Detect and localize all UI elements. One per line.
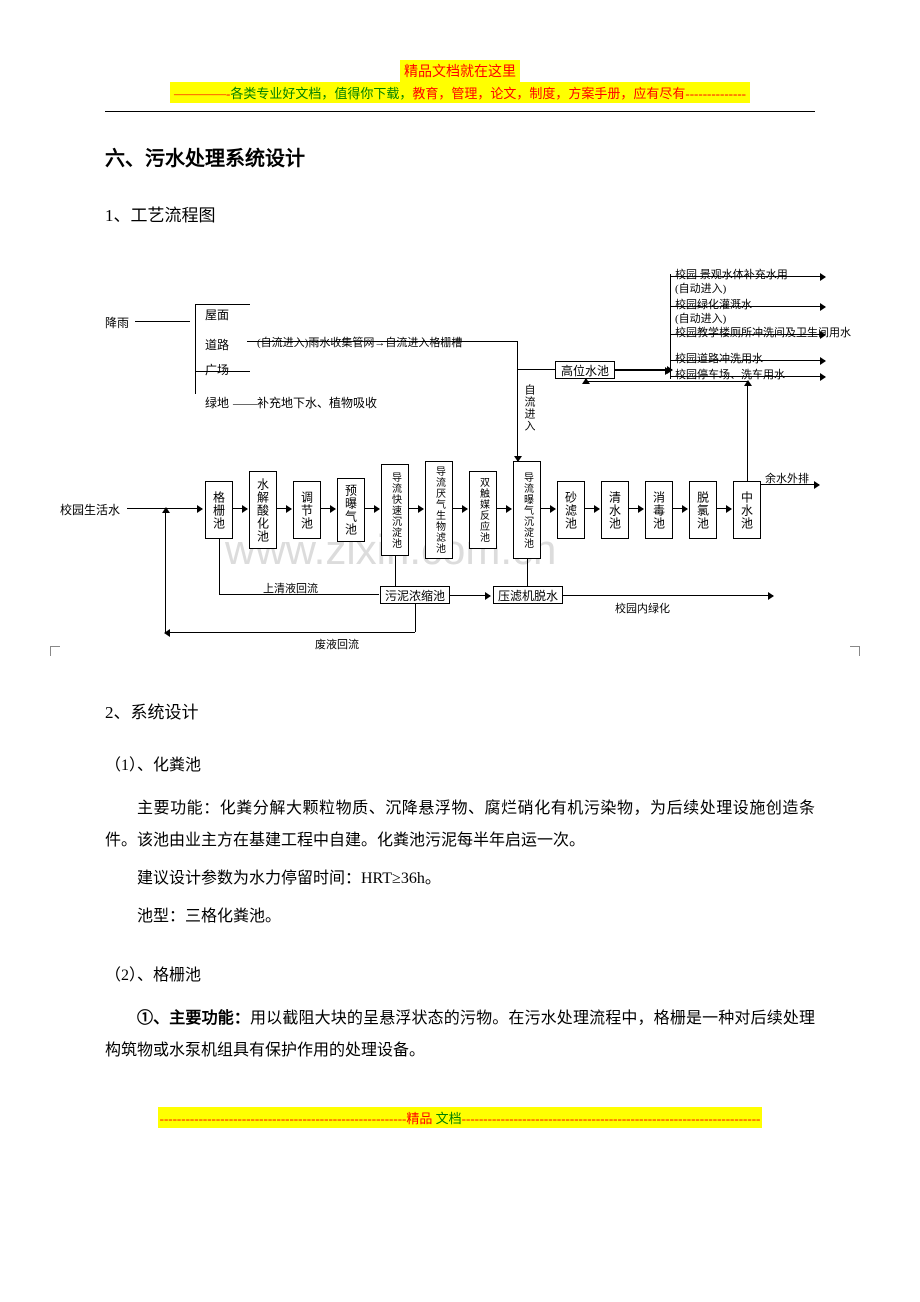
flow-line [670,306,825,307]
label-autoin: 自流进入 [521,384,537,432]
flow-line [673,508,687,509]
flow-line [517,369,518,461]
box-anox: 导流厌气生物滤池 [425,461,453,559]
subsection-2: 2、系统设计 [105,698,815,723]
label-green-note: ——补充地下水、植物吸收 [233,394,377,411]
box-decl: 脱氯池 [689,481,717,539]
header-line2: ————-各类专业好文档，值得你下载，教育，管理，论文，制度，方案手册，应有尽有… [170,82,750,103]
flow-line [517,341,518,369]
flow-line [277,508,291,509]
flow-line [615,370,670,371]
box-press: 压滤机脱水 [493,586,563,604]
flow-line [415,604,416,632]
flow-line [670,376,825,377]
header-line1: 精品文档就在这里 [400,60,520,82]
label-green: 绿地 [205,394,229,411]
process-flowchart: www.zixin.com.cn 降雨 屋面 道路 广场 绿地 ——补充地下水、… [105,266,825,676]
flow-line [541,508,555,509]
box-hydro: 水解酸化池 [249,471,277,549]
para-4-label: ①、主要功能： [137,1010,250,1027]
flow-line [233,508,247,509]
flow-line [585,381,747,382]
flow-line [165,632,415,633]
box-mid: 中水池 [733,481,761,539]
box-grid: 格栅池 [205,481,233,539]
flow-line [219,539,220,594]
flow-line [670,276,825,277]
label-rain: 降雨 [105,314,129,331]
label-campus-green: 校园内绿化 [615,600,670,616]
flow-line [409,508,423,509]
subsection-1: 1、工艺流程图 [105,201,815,226]
para-2: 建议设计参数为水力停留时间：HRT≥36h。 [105,863,815,895]
flow-line [670,274,671,379]
label-road: 道路 [205,336,229,353]
flow-line [450,595,490,596]
flow-line [195,371,250,372]
box-adj: 调节池 [293,481,321,539]
para-3: 池型：三格化粪池。 [105,901,815,933]
flow-line [365,508,379,509]
flow-line [629,508,643,509]
para-4: ①、主要功能：用以截阻大块的呈悬浮状态的污物。在污水处理流程中，格栅是一种对后续… [105,1003,815,1067]
crop-mark [850,646,860,656]
flow-line [717,508,731,509]
header-rule [105,111,815,112]
box-sand: 砂滤池 [557,481,585,539]
label-rainpipe: (自流进入)雨水收集管网→自流进入格栅槽 [257,334,462,350]
label-out1b: (自动进入) [675,280,726,296]
flow-line [670,360,825,361]
box-disinf: 消毒池 [645,481,673,539]
flow-line [670,334,825,335]
flow-line [453,508,467,509]
crop-mark [50,646,60,656]
doc-header: 精品文档就在这里 ————-各类专业好文档，值得你下载，教育，管理，论文，制度，… [105,60,815,103]
doc-footer: ----------------------------------------… [105,1107,815,1128]
box-fast: 导流快速沉淀池 [381,464,409,556]
flow-line [747,381,748,481]
box-clear: 清水池 [601,481,629,539]
box-highwater: 高位水池 [555,361,615,379]
section-title: 六、污水处理系统设计 [105,142,815,171]
label-waste-return: 废液回流 [315,636,359,652]
label-out-extra: 余水外排 [765,470,809,486]
flow-line [497,508,511,509]
flow-line [527,559,528,586]
label-sludge-return: 上清液回流 [263,580,318,596]
label-roof: 屋面 [205,306,229,323]
box-contact: 双触媒反应池 [469,471,497,549]
flow-line [247,341,517,342]
box-sludge-conc: 污泥浓缩池 [380,586,450,604]
footer-line: ----------------------------------------… [158,1107,763,1128]
flow-line [165,508,166,632]
flow-line [585,508,599,509]
subsection-3b: （2）、格栅池 [105,961,815,985]
flow-line [585,379,586,381]
label-campus-in: 校园生活水 [60,501,120,518]
box-airsed: 导流曝气沉淀池 [513,461,541,559]
label-out4: 校园道路冲洗用水 [675,350,763,366]
subsection-3a: （1）、化粪池 [105,751,815,775]
flow-line [395,556,396,586]
para-1: 主要功能：化粪分解大颗粒物质、沉降悬浮物、腐烂硝化有机污染物，为后续处理设施创造… [105,793,815,857]
flow-line [195,304,250,305]
box-preair: 预曝气池 [337,478,365,542]
flow-line [321,508,335,509]
flow-line [135,321,190,322]
flow-line [563,595,773,596]
label-plaza: 广场 [205,361,229,378]
label-out5: 校园停车场、洗车用水 [675,366,785,382]
